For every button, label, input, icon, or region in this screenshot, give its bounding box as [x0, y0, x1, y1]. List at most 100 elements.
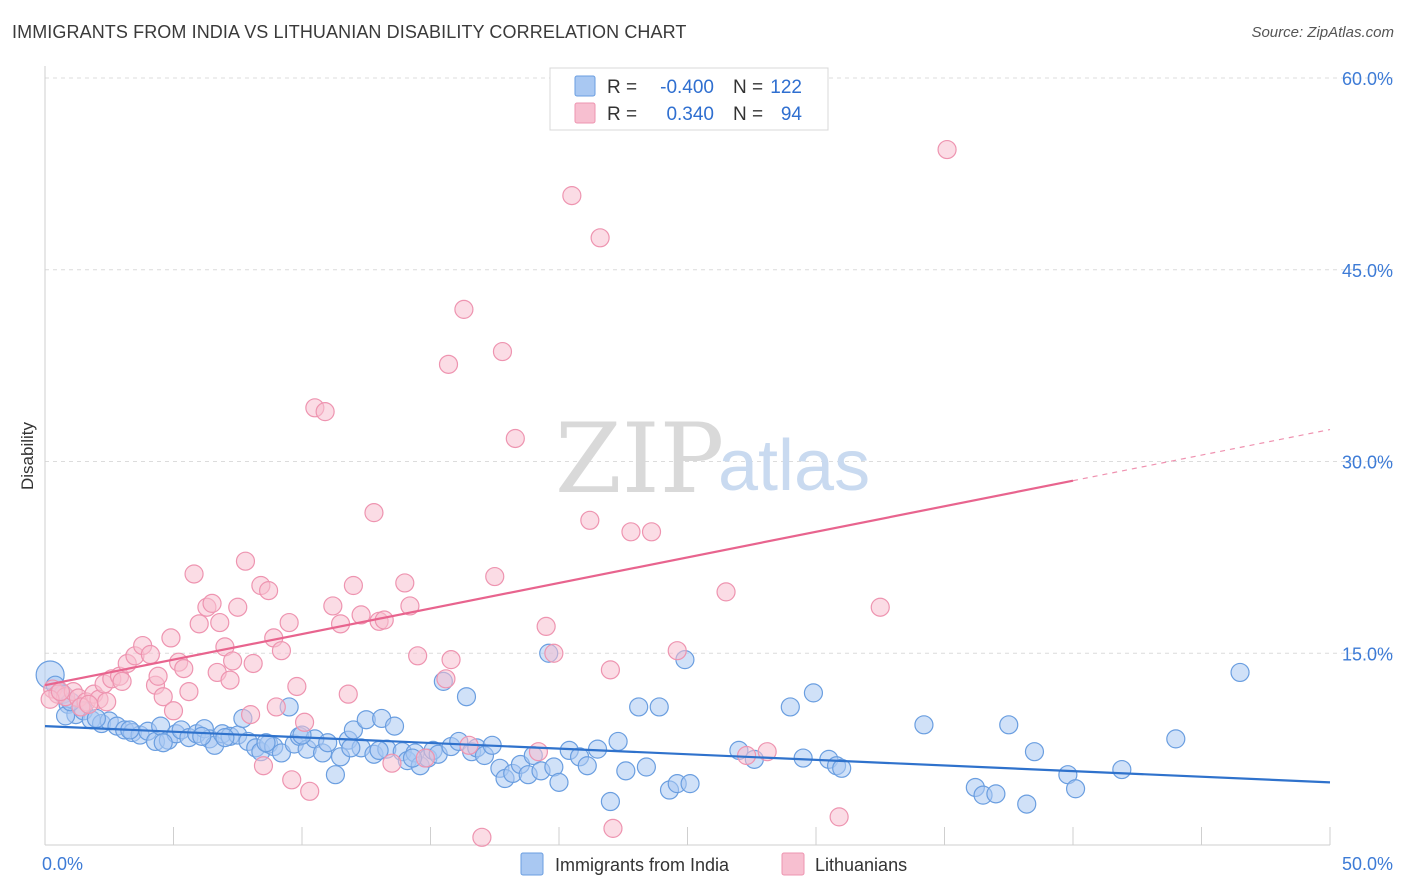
data-point	[50, 681, 71, 702]
data-point	[600, 660, 621, 680]
data-point	[223, 651, 243, 671]
data-point	[549, 772, 569, 792]
data-point	[243, 653, 263, 674]
data-point	[649, 697, 669, 717]
data-point	[438, 354, 459, 374]
data-point	[441, 650, 461, 670]
legend-r-value-pink: 0.340	[666, 104, 714, 125]
data-point	[621, 522, 641, 542]
data-point	[544, 643, 564, 663]
data-point	[163, 701, 184, 721]
data-point	[343, 575, 363, 596]
data-point	[536, 616, 556, 637]
legend-r-label-pink: R =	[607, 104, 637, 125]
data-point	[112, 671, 132, 691]
data-point	[1017, 794, 1037, 814]
data-point	[492, 341, 513, 362]
data-point	[1112, 759, 1132, 780]
data-point	[294, 712, 315, 732]
data-point	[616, 761, 636, 781]
data-point	[184, 564, 204, 584]
data-point	[241, 705, 261, 725]
trend-line-india	[44, 725, 1331, 784]
data-point	[485, 566, 505, 587]
data-point	[400, 596, 420, 616]
legend-n-label-pink: N =	[733, 104, 763, 125]
data-point	[580, 510, 600, 530]
data-point	[318, 733, 338, 753]
axes	[44, 66, 1331, 846]
data-point	[189, 614, 209, 634]
data-point	[603, 818, 623, 838]
watermark-zip: ZIP	[555, 403, 724, 515]
x-tick-label-max: 50.0%	[1342, 854, 1393, 874]
y-tick-labels: 15.0% 30.0% 45.0% 60.0%	[1342, 69, 1393, 664]
data-point	[210, 612, 230, 633]
trend-line-lithuanians	[44, 479, 1074, 687]
data-point	[641, 522, 662, 542]
data-point	[415, 748, 435, 768]
data-point	[97, 692, 117, 712]
data-point	[1166, 729, 1186, 749]
x-tick-labels: 0.0% 50.0%	[42, 854, 1393, 874]
data-point	[202, 593, 222, 613]
data-point	[179, 681, 199, 702]
y-tick-label: 45.0%	[1342, 261, 1393, 281]
legend-swatch-pink	[574, 102, 596, 124]
data-point	[562, 186, 582, 206]
legend-n-value-pink: 94	[781, 104, 803, 125]
data-point	[384, 716, 405, 736]
data-point	[999, 715, 1019, 735]
data-point	[228, 597, 248, 617]
data-point	[220, 670, 240, 690]
data-point	[282, 770, 302, 790]
data-point	[341, 738, 361, 758]
bottom-legend-label-india: Immigrants from India	[555, 855, 730, 875]
data-point	[629, 697, 649, 717]
bottom-legend-label-lithuanians: Lithuanians	[815, 855, 907, 875]
chart-title: IMMIGRANTS FROM INDIA VS LITHUANIAN DISA…	[12, 22, 687, 42]
y-tick-label: 15.0%	[1342, 644, 1393, 664]
data-point	[325, 765, 346, 785]
data-point	[528, 742, 549, 762]
data-point	[454, 299, 474, 319]
data-point	[279, 612, 299, 633]
data-point	[351, 605, 371, 625]
y-axis-label: Disability	[18, 421, 37, 490]
data-point	[235, 551, 256, 571]
legend-r-value-blue: -0.400	[660, 77, 714, 98]
data-point	[315, 402, 335, 422]
data-point	[914, 715, 934, 735]
data-point	[832, 758, 852, 778]
data-point	[1024, 742, 1045, 762]
data-point	[680, 774, 700, 794]
data-point	[408, 646, 428, 666]
data-point	[636, 757, 656, 777]
data-point	[300, 781, 320, 801]
data-point	[258, 581, 279, 601]
data-point	[338, 684, 358, 704]
data-point	[153, 733, 173, 753]
data-point	[505, 428, 525, 449]
y-tick-label: 60.0%	[1342, 69, 1393, 89]
data-point	[667, 641, 687, 661]
trend-line-lithuanians-extension	[1072, 428, 1331, 482]
legend-n-value-blue: 122	[770, 77, 802, 98]
data-point	[382, 753, 402, 773]
data-point	[253, 756, 274, 776]
data-point	[600, 791, 621, 812]
legend-r-label-blue: R =	[607, 77, 637, 98]
data-point	[472, 827, 492, 847]
series-lithuanians	[40, 139, 957, 847]
data-point	[323, 596, 343, 616]
data-point	[215, 728, 235, 748]
source-credit: Source: ZipAtlas.com	[1251, 24, 1394, 41]
data-point	[1230, 662, 1250, 683]
data-point	[456, 687, 477, 707]
data-point	[79, 694, 99, 714]
correlation-legend: R = -0.400 N = 122 R = 0.340 N = 94	[549, 67, 829, 131]
data-point	[330, 614, 351, 634]
data-point	[829, 807, 849, 827]
data-point	[153, 687, 173, 707]
